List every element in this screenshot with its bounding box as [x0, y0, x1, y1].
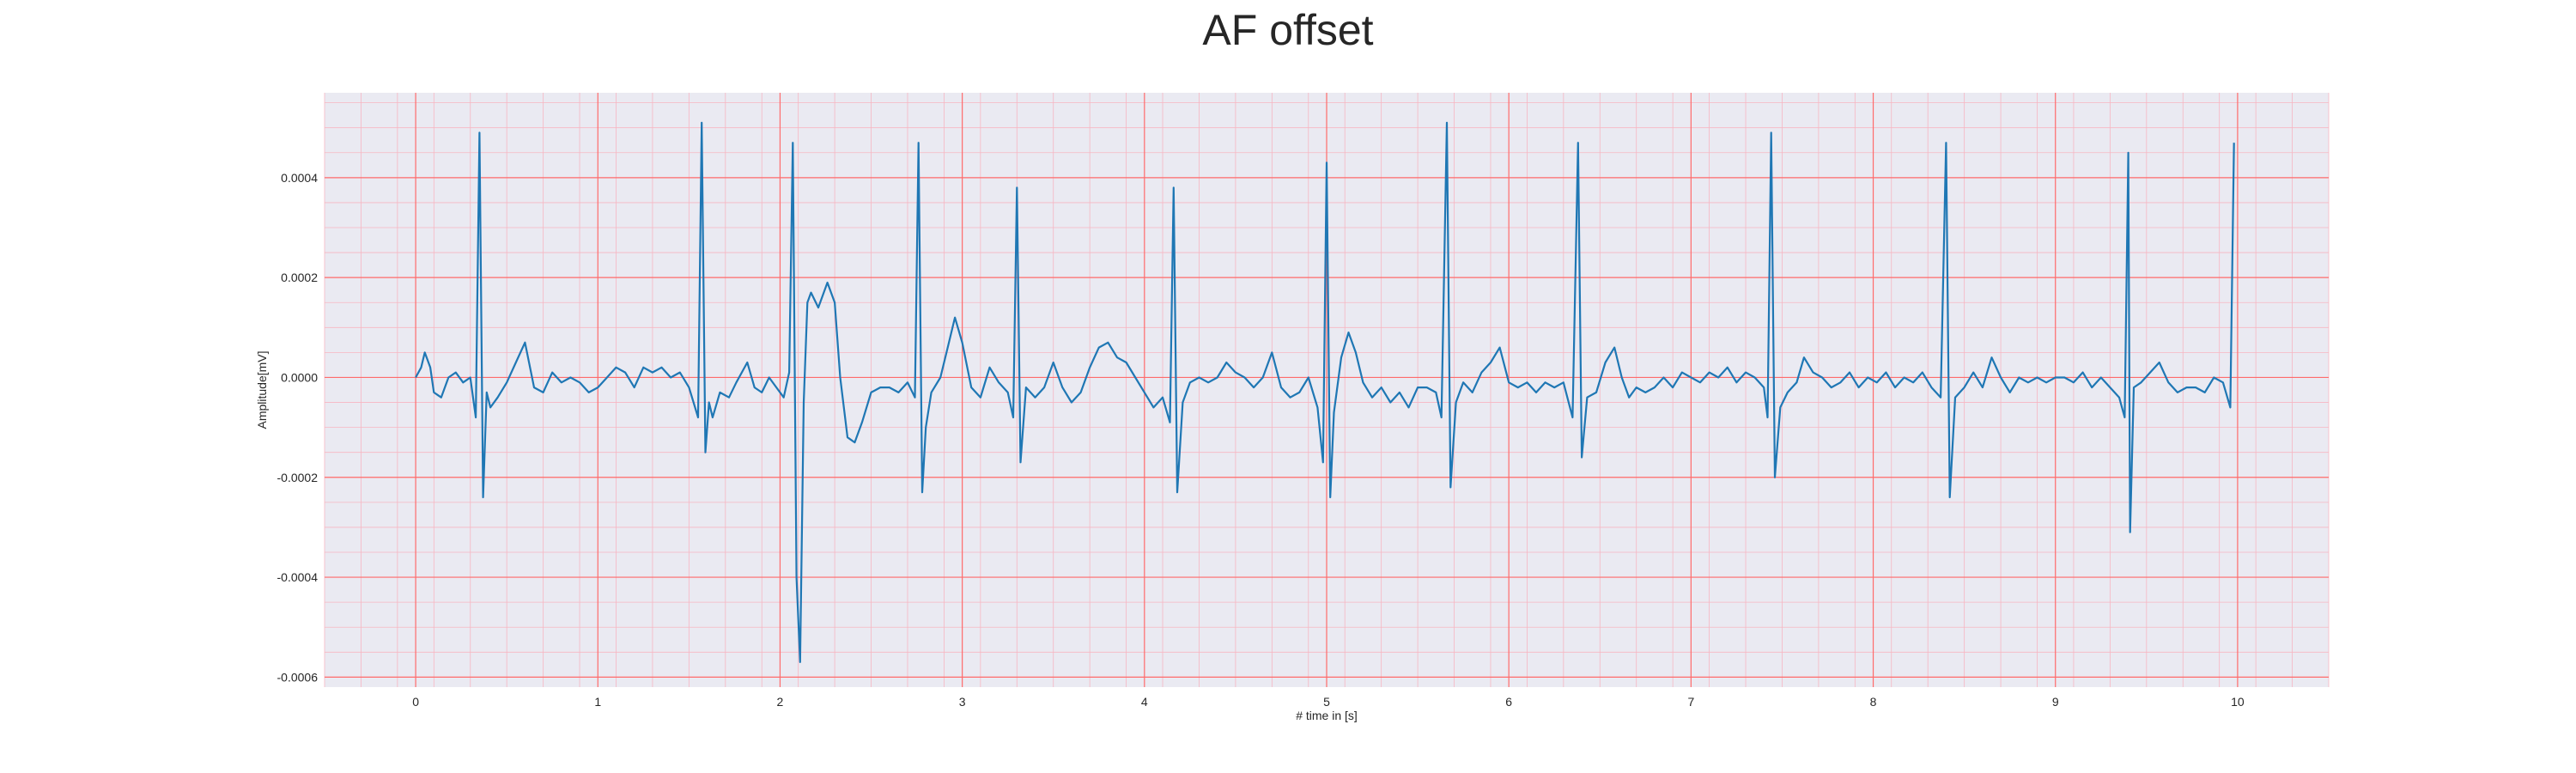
- y-tick-label: 0.0000: [281, 370, 318, 384]
- x-tick-label: 3: [959, 695, 966, 709]
- x-tick-label: 7: [1687, 695, 1694, 709]
- x-tick-label: 2: [777, 695, 784, 709]
- x-axis-label: # time in [s]: [1296, 709, 1358, 722]
- y-tick-label: 0.0004: [281, 171, 318, 185]
- x-tick-label: 10: [2231, 695, 2245, 709]
- y-tick-label: 0.0002: [281, 271, 318, 284]
- series-line: [415, 121, 2235, 663]
- x-tick-label: 6: [1505, 695, 1512, 709]
- y-tick-label: -0.0004: [277, 570, 319, 584]
- y-axis-ticks: 0.0004 0.0002 0.0000 -0.0002 -0.0004 -0.0006: [277, 171, 319, 685]
- y-tick-label: -0.0006: [277, 670, 319, 684]
- x-axis-ticks: 0 1 2 3 4 5 6 7 8 9 10: [412, 695, 2245, 709]
- y-axis-label: Amplitude[mV]: [255, 350, 269, 429]
- x-tick-label: 5: [1323, 695, 1330, 709]
- x-tick-label: 1: [594, 695, 601, 709]
- y-tick-label: -0.0002: [277, 471, 319, 484]
- x-tick-label: 9: [2052, 695, 2059, 709]
- chart-title: AF offset: [1202, 6, 1374, 54]
- x-tick-label: 0: [412, 695, 419, 709]
- x-tick-label: 8: [1870, 695, 1877, 709]
- x-tick-label: 4: [1141, 695, 1148, 709]
